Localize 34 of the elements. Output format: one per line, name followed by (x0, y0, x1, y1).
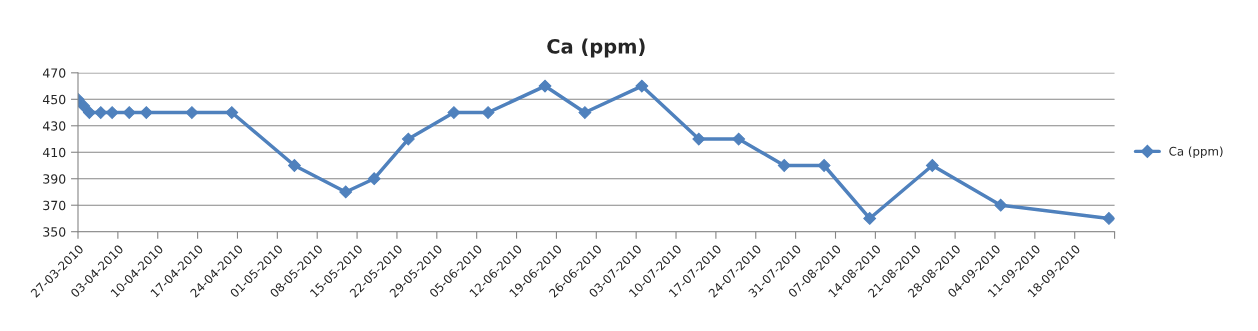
point (925, 159, 939, 172)
point (635, 79, 649, 93)
point (367, 172, 381, 186)
point (692, 132, 706, 146)
point (139, 106, 153, 119)
point (185, 106, 199, 119)
point (225, 106, 239, 119)
y-tick-label: 370 (43, 200, 66, 211)
point (481, 106, 495, 119)
point (122, 106, 136, 119)
point (288, 159, 301, 172)
point (401, 132, 415, 146)
legend-label: Ca (ppm) (1169, 146, 1223, 158)
point (339, 185, 353, 199)
point (78, 99, 91, 113)
point (94, 106, 108, 119)
point (105, 106, 119, 119)
point (538, 79, 552, 93)
point (817, 159, 831, 172)
point (447, 106, 461, 119)
point (732, 132, 746, 146)
y-tick-label: 430 (42, 121, 66, 131)
point (863, 212, 877, 225)
y-tick-label: 410 (42, 147, 66, 158)
point (777, 159, 791, 172)
point (82, 106, 96, 119)
y-tick-label: 350 (43, 227, 66, 237)
point (1102, 212, 1115, 225)
point (578, 106, 592, 119)
y-tick-label: 450 (42, 94, 66, 105)
y-tick-label: 470 (42, 68, 66, 78)
point (994, 198, 1008, 212)
y-tick-label: 390 (43, 174, 66, 184)
chart-title: Ca (ppm) (547, 38, 645, 58)
